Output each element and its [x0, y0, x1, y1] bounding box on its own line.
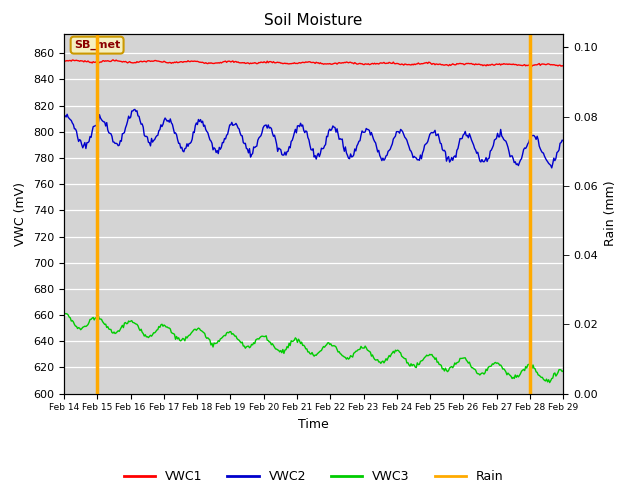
Y-axis label: Rain (mm): Rain (mm): [604, 181, 617, 246]
Y-axis label: VWC (mV): VWC (mV): [15, 181, 28, 246]
Text: SB_met: SB_met: [74, 40, 120, 50]
Legend: VWC1, VWC2, VWC3, Rain: VWC1, VWC2, VWC3, Rain: [118, 465, 509, 480]
X-axis label: Time: Time: [298, 418, 329, 431]
Title: Soil Moisture: Soil Moisture: [264, 13, 363, 28]
